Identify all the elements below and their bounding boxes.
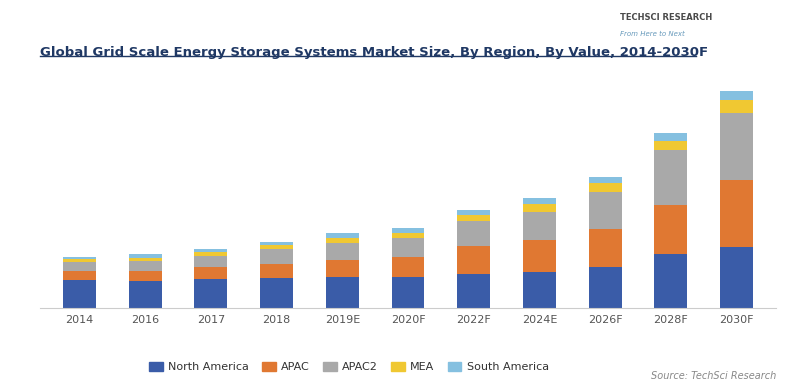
Bar [523, 211, 556, 240]
Bar [391, 238, 425, 257]
Bar [458, 274, 490, 308]
Bar [589, 229, 622, 267]
Bar [260, 245, 293, 249]
Bar [129, 258, 162, 261]
Bar [589, 184, 622, 192]
Bar [523, 204, 556, 211]
Bar [720, 92, 753, 100]
Text: Global Grid Scale Energy Storage Systems Market Size, By Region, By Value, 2014-: Global Grid Scale Energy Storage Systems… [40, 46, 708, 59]
Bar [720, 100, 753, 113]
Legend: North America, APAC, APAC2, MEA, South America: North America, APAC, APAC2, MEA, South A… [145, 357, 554, 377]
Bar [260, 278, 293, 308]
Bar [654, 141, 687, 151]
Bar [63, 271, 96, 280]
Bar [523, 198, 556, 204]
Bar [129, 254, 162, 258]
Bar [458, 210, 490, 215]
Bar [720, 247, 753, 308]
Bar [523, 240, 556, 271]
Text: From Here to Next: From Here to Next [620, 31, 685, 37]
Bar [194, 280, 227, 308]
Bar [589, 192, 622, 229]
Bar [194, 267, 227, 280]
Bar [654, 205, 687, 254]
Bar [654, 133, 687, 141]
Bar [63, 280, 96, 308]
Bar [326, 238, 358, 243]
Bar [326, 260, 358, 278]
Bar [129, 261, 162, 271]
Bar [260, 264, 293, 278]
Bar [194, 249, 227, 253]
Bar [720, 113, 753, 180]
Bar [458, 246, 490, 274]
Text: Source: TechSci Research: Source: TechSci Research [650, 371, 776, 381]
Bar [589, 177, 622, 184]
Bar [391, 276, 425, 308]
Bar [523, 271, 556, 308]
Bar [129, 271, 162, 281]
Bar [194, 253, 227, 256]
Text: TECHSCI RESEARCH: TECHSCI RESEARCH [620, 13, 712, 22]
Bar [129, 281, 162, 308]
Bar [458, 221, 490, 246]
Bar [63, 262, 96, 271]
Bar [326, 278, 358, 308]
Bar [326, 243, 358, 260]
Bar [391, 228, 425, 233]
Bar [326, 233, 358, 238]
Bar [654, 254, 687, 308]
Bar [63, 257, 96, 259]
Bar [260, 241, 293, 245]
Bar [458, 215, 490, 221]
Bar [260, 249, 293, 264]
Bar [63, 259, 96, 262]
Bar [654, 151, 687, 205]
Bar [391, 233, 425, 238]
Bar [194, 256, 227, 267]
Bar [720, 180, 753, 247]
Bar [589, 267, 622, 308]
Bar [391, 257, 425, 276]
